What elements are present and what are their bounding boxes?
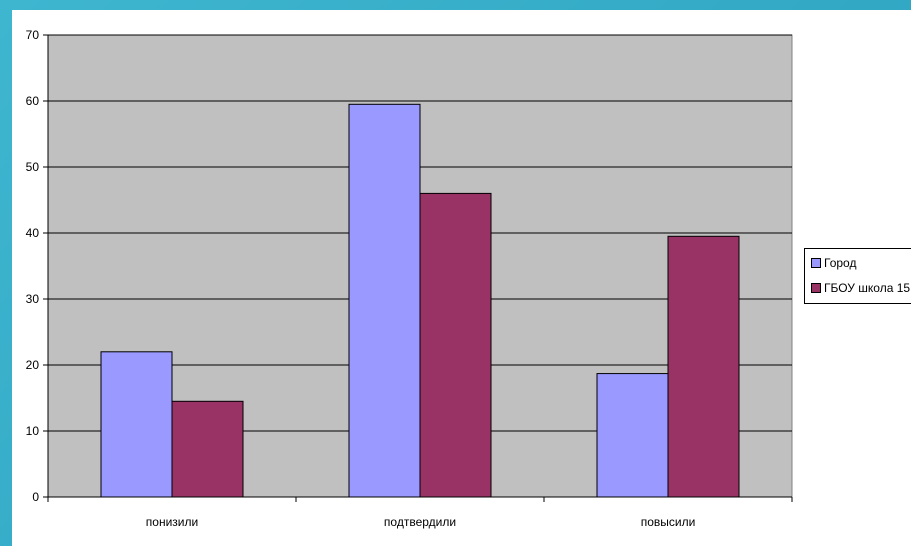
- y-tick-label-40: 40: [26, 226, 40, 240]
- y-tick-label-50: 50: [26, 160, 40, 174]
- bar-chart: 0 10 20 30 40 50 60 70 понизили подтвердили повыс…: [26, 28, 793, 529]
- y-tick-label-10: 10: [26, 424, 40, 438]
- x-tick-labels: понизили подтвердили повысили: [146, 515, 696, 529]
- y-tick-label-0: 0: [32, 490, 39, 504]
- legend-item-series-2: ГБОУ школа 15: [811, 280, 910, 296]
- chart-frame: 0 10 20 30 40 50 60 70 понизили подтвердили повыс…: [12, 10, 911, 546]
- axes: [43, 34, 793, 502]
- bars: [100, 103, 740, 498]
- y-tick-labels: 0 10 20 30 40 50 60 70: [26, 28, 40, 504]
- x-tick-label-3: повысили: [641, 515, 696, 529]
- y-tick-label-30: 30: [26, 292, 40, 306]
- legend-label-series-1: Город: [824, 256, 857, 270]
- y-tick-label-20: 20: [26, 358, 40, 372]
- bar-series-2-3: [667, 235, 740, 498]
- legend-item-series-1: Город: [811, 255, 856, 271]
- bar-series-2-2: [419, 192, 492, 498]
- bar-series-1-3: [596, 373, 669, 498]
- legend-swatch-series-1: [811, 258, 821, 268]
- legend-swatch-series-2: [811, 283, 821, 293]
- legend-label-series-2: ГБОУ школа 15: [824, 281, 911, 295]
- y-tick-label-70: 70: [26, 28, 40, 42]
- bar-series-1-1: [100, 351, 173, 498]
- legend: Город ГБОУ школа 15: [804, 248, 911, 304]
- y-tick-label-60: 60: [26, 94, 40, 108]
- x-tick-label-1: понизили: [146, 515, 198, 529]
- x-tick-label-2: подтвердили: [384, 515, 456, 529]
- bar-series-2-1: [171, 400, 244, 498]
- bar-series-1-2: [348, 103, 421, 498]
